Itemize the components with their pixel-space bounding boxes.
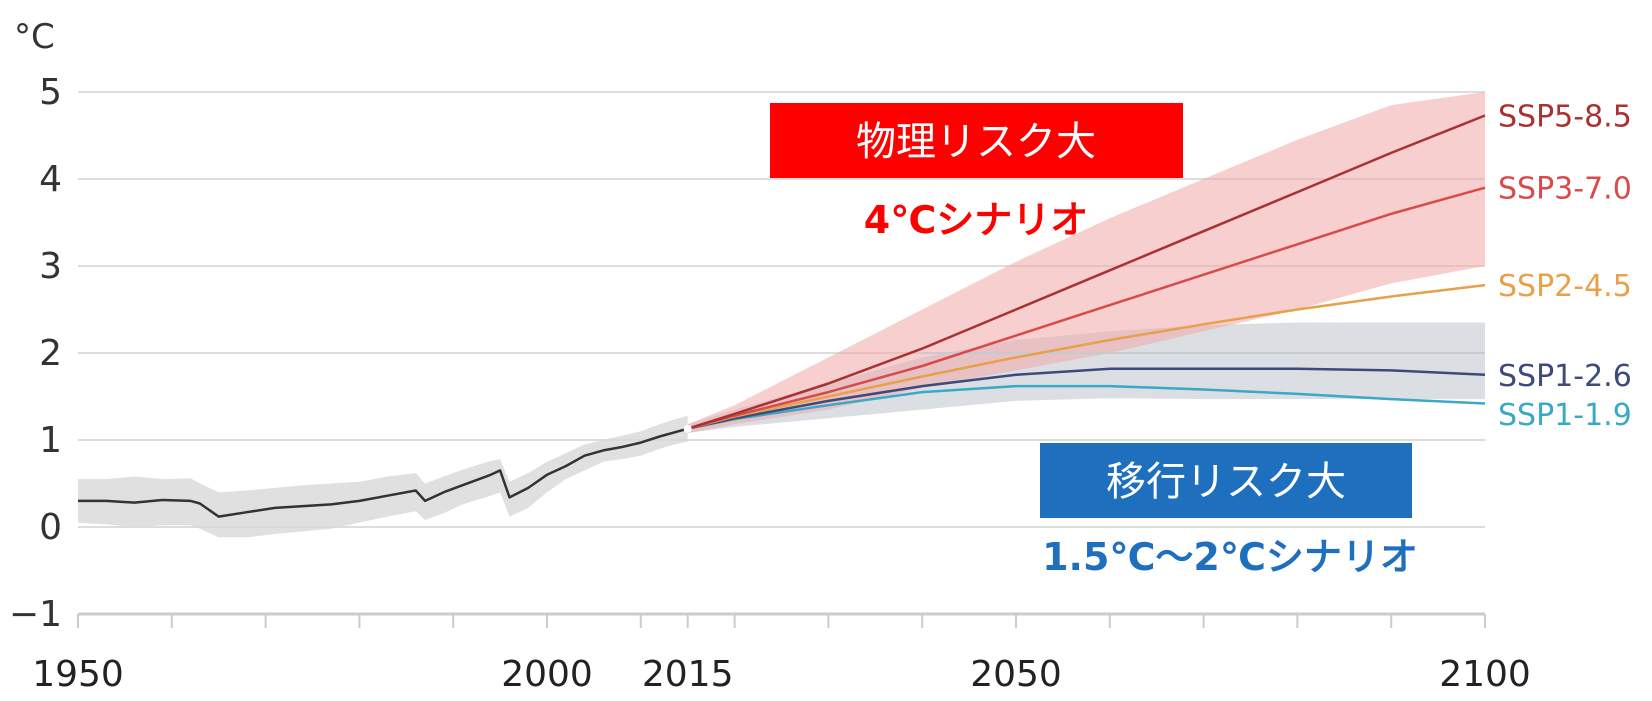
low-scenario-band (687, 322, 1485, 433)
scenario-start-marker (683, 424, 692, 433)
scenario-1-5-2c-label: 1.5℃〜2℃シナリオ (1042, 535, 1418, 579)
y-tick-label: 4 (39, 159, 62, 200)
y-tick-label: 1 (39, 420, 62, 461)
x-tick-label: 2015 (642, 654, 734, 695)
scenario-4c-label: 4℃シナリオ (864, 198, 1088, 242)
y-tick-label: 2 (39, 333, 62, 374)
transition-risk-banner (1040, 443, 1412, 518)
series-line-ssp1-2-6 (687, 367, 1486, 430)
historical-band (78, 415, 688, 538)
physical-risk-banner (770, 103, 1183, 178)
x-tick-label: 2100 (1439, 654, 1531, 695)
x-axis: 1950 2000 2015 2050 2100 (32, 612, 1531, 695)
physical-risk-label: 物理リスク大 (856, 119, 1096, 165)
y-tick-labels: 5 4 3 2 1 0 −1 (9, 72, 62, 635)
y-tick-label: −1 (9, 594, 62, 635)
series-label-ssp1-1-9: SSP1-1.9 (1498, 398, 1632, 433)
series-line-ssp3-7-0 (687, 186, 1486, 430)
x-tick-label: 2050 (970, 654, 1062, 695)
x-tick-label: 2000 (501, 654, 593, 695)
series-lines (78, 114, 1486, 518)
uncertainty-bands (687, 92, 1485, 433)
series-line-ssp5-8-5 (687, 114, 1486, 430)
y-axis-unit-label: °C (14, 17, 55, 57)
series-line-ssp2-4-5 (687, 283, 1486, 430)
series-labels: SSP5-8.5 SSP3-7.0 SSP2-4.5 SSP1-2.6 SSP1-1.9 (1498, 99, 1632, 432)
transition-risk-label: 移行リスク大 (1106, 459, 1346, 505)
series-line-ssp1-1-9 (687, 384, 1486, 430)
series-label-ssp1-2-6: SSP1-2.6 (1498, 359, 1632, 394)
y-tick-label: 3 (39, 246, 62, 287)
series-label-ssp5-8-5: SSP5-8.5 (1498, 99, 1632, 134)
historical-line (78, 427, 689, 518)
y-tick-label: 5 (39, 72, 62, 113)
x-tick-label: 1950 (32, 654, 124, 695)
high-scenario-band (687, 92, 1485, 433)
historical-uncertainty-band (78, 415, 688, 538)
y-tick-label: 0 (39, 507, 62, 548)
series-label-ssp2-4-5: SSP2-4.5 (1498, 269, 1632, 304)
series-label-ssp3-7-0: SSP3-7.0 (1498, 172, 1632, 207)
